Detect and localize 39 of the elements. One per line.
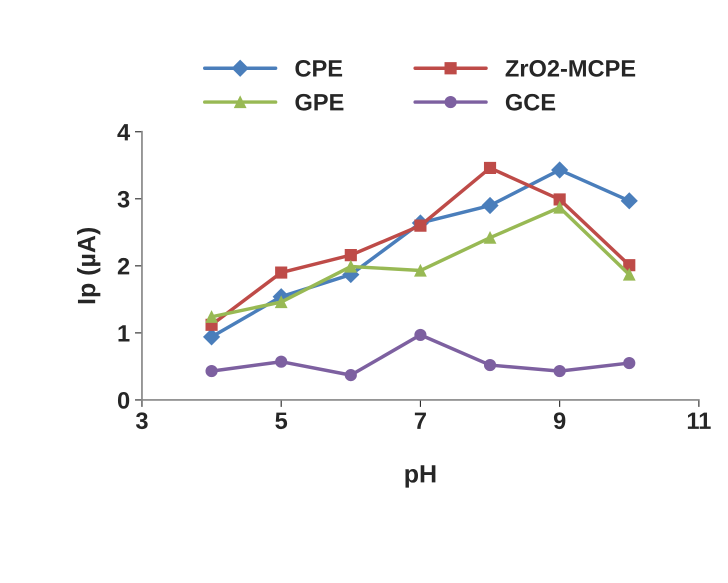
point [620, 192, 638, 210]
point [551, 162, 568, 178]
point [206, 365, 218, 378]
legend-label: GPE [295, 94, 344, 111]
legend-label: CPE [295, 60, 342, 77]
x-tick-label: 7 [414, 412, 426, 429]
point [623, 356, 636, 370]
point [203, 328, 220, 346]
y-tick-label: 0 [118, 392, 130, 409]
point [414, 220, 426, 232]
point [484, 359, 496, 372]
y-tick-label: 2 [118, 258, 130, 274]
y-tick-label: 1 [118, 325, 130, 342]
x-tick-label: 5 [275, 412, 288, 430]
legend-label: GCE [506, 94, 556, 111]
point [275, 356, 288, 368]
legend-label: ZrO2-MCPE [506, 60, 636, 77]
point [344, 369, 357, 382]
point [554, 193, 566, 206]
point [554, 365, 566, 378]
y-tick-label: 3 [118, 190, 130, 208]
point [275, 296, 288, 308]
point [482, 197, 498, 214]
x-tick-label: 9 [554, 412, 566, 430]
point [344, 249, 357, 262]
point [414, 264, 426, 277]
point [554, 201, 566, 214]
point [484, 232, 496, 244]
point [206, 310, 218, 323]
y-axis-title: Ip (µA) [77, 228, 100, 304]
point [623, 268, 636, 281]
point [344, 260, 357, 273]
point [484, 162, 496, 174]
x-tick-label: 3 [136, 412, 148, 430]
x-tick-label: 11 [688, 412, 711, 429]
y-tick-label: 4 [117, 124, 130, 140]
point [414, 328, 426, 341]
point [275, 266, 288, 279]
x-axis-title: pH [405, 465, 436, 488]
